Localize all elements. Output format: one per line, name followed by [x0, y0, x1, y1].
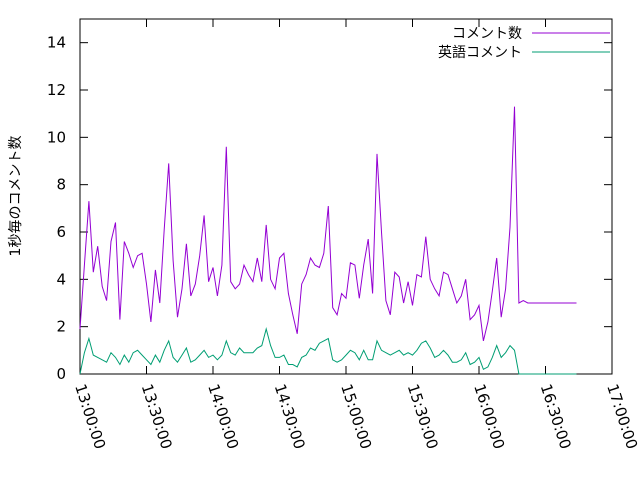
y-tick-label: 10 — [47, 128, 66, 146]
x-tick-label: 17:00:00 — [603, 382, 640, 452]
legend-label-2: 英語コメント — [438, 44, 522, 61]
y-tick-label: 2 — [56, 318, 66, 336]
y-tick-label: 6 — [56, 223, 66, 241]
series-line-2 — [79, 327, 577, 375]
y-tick-label: 12 — [47, 81, 66, 99]
x-tick-label: 16:30:00 — [537, 382, 575, 452]
y-tick-label: 0 — [56, 365, 66, 383]
y-tick-label: 8 — [56, 176, 66, 194]
x-tick-label: 13:30:00 — [138, 382, 176, 452]
x-tick-label: 13:00:00 — [71, 382, 109, 452]
x-axis: 13:00:00 13:30:00 14:00:00 14:30:00 15:00:00… — [71, 19, 640, 451]
series-line-1 — [79, 106, 577, 342]
series-layer — [79, 106, 577, 375]
x-tick-label: 15:00:00 — [337, 382, 375, 452]
y-tick-label: 14 — [47, 34, 66, 52]
y-axis: 0 2 4 6 8 10 12 14 — [47, 34, 612, 383]
legend-label-1: コメント数 — [452, 26, 522, 42]
y-axis-label: 1秒毎のコメント数 — [8, 136, 24, 257]
y-tick-label: 4 — [56, 270, 66, 288]
x-tick-label: 14:30:00 — [271, 382, 309, 452]
plot-frame — [79, 18, 613, 375]
x-tick-label: 16:00:00 — [470, 382, 508, 452]
x-tick-label: 14:00:00 — [204, 382, 242, 452]
x-tick-label: 15:30:00 — [404, 382, 442, 452]
